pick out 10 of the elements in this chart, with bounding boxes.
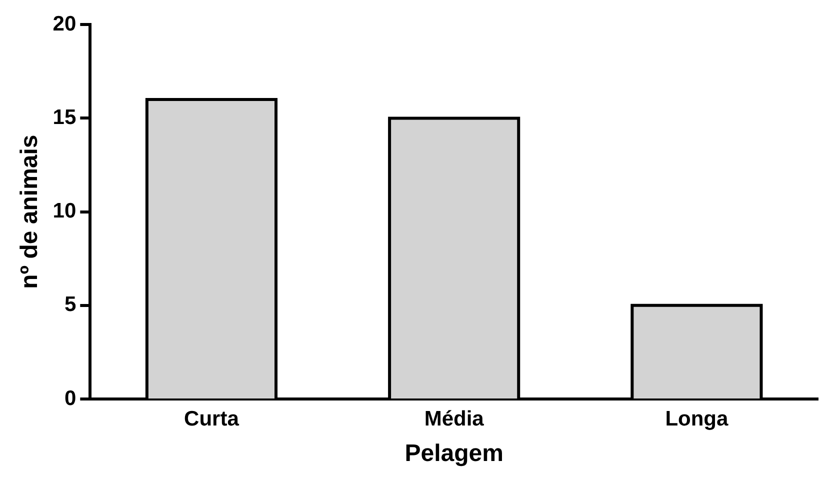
y-tick-label: 5 (64, 293, 76, 316)
y-tick-label: 15 (52, 106, 76, 129)
x-axis-title: Pelagem (404, 440, 504, 468)
y-tick-label: 0 (64, 386, 76, 410)
x-tick-label: Curta (184, 407, 240, 430)
x-tick-label: Média (424, 407, 484, 430)
y-tick-label: 10 (52, 200, 76, 223)
y-axis-title: nº de animais (16, 134, 44, 289)
x-tick-label: Longa (665, 407, 729, 430)
y-tick-label: 20 (52, 12, 76, 36)
